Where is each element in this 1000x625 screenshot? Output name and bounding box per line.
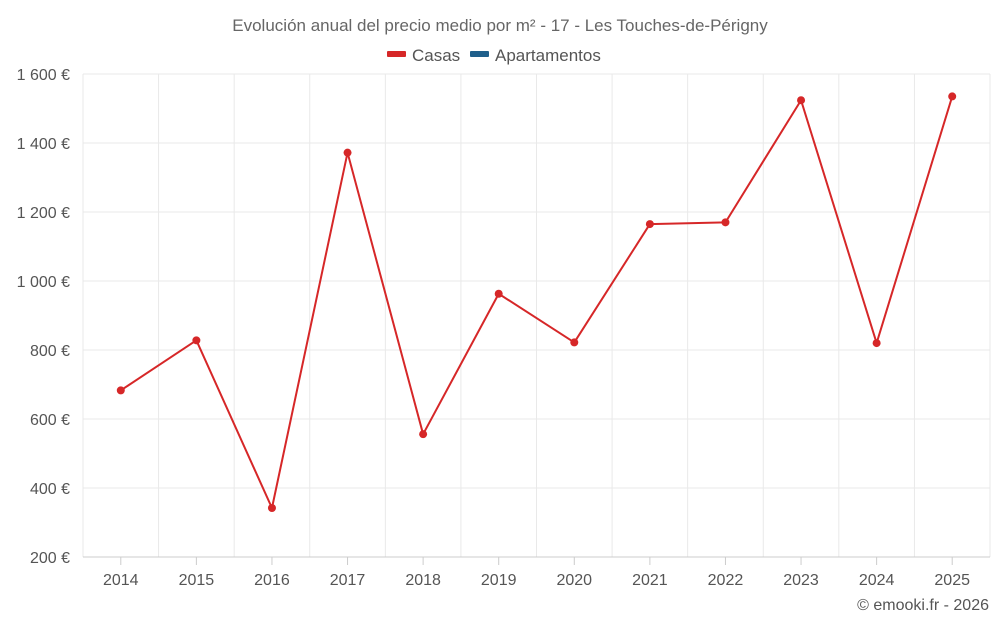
y-tick-label: 400 € (30, 481, 70, 498)
y-tick-label: 1 000 € (17, 274, 70, 291)
y-tick-label: 1 600 € (17, 67, 70, 84)
x-tick-label: 2022 (708, 572, 744, 589)
legend-label-apartamentos: Apartamentos (495, 46, 601, 65)
x-tick-label: 2021 (632, 572, 668, 589)
data-point-casas-2015[interactable] (192, 336, 201, 345)
data-point-casas-2017[interactable] (343, 148, 352, 157)
data-point-casas-2021[interactable] (645, 220, 654, 229)
data-point-casas-2023[interactable] (797, 96, 806, 105)
y-tick-label: 600 € (30, 412, 70, 429)
grid (82, 73, 991, 558)
data-point-casas-2020[interactable] (570, 338, 579, 347)
legend-swatch-casas (387, 51, 406, 57)
x-tick-label: 2014 (103, 572, 139, 589)
data-point-casas-2025[interactable] (948, 92, 957, 101)
x-tick-label: 2020 (556, 572, 592, 589)
x-tick-label: 2023 (783, 572, 819, 589)
legend-item-apartamentos[interactable]: Apartamentos (470, 46, 601, 65)
legend-swatch-apartamentos (470, 51, 489, 57)
series-line-casas (120, 96, 954, 510)
y-axis-ticks: 200 € 400 € 600 € 800 € 1 000 € 1 200 € 1 400 … (17, 67, 70, 567)
y-tick-label: 200 € (30, 550, 70, 567)
x-tick-label: 2024 (859, 572, 895, 589)
x-tick-label: 2016 (254, 572, 290, 589)
data-point-casas-2018[interactable] (419, 430, 428, 439)
series-casas (116, 92, 957, 513)
x-axis-ticks: 2014 2015 2016 2017 2018 2019 2020 2021 2022 2023… (103, 557, 970, 589)
chart-title: Evolución anual del precio medio por m² … (232, 16, 768, 35)
data-point-casas-2014[interactable] (116, 386, 125, 395)
data-point-casas-2022[interactable] (721, 218, 730, 227)
legend: Casas Apartamentos (387, 46, 601, 65)
data-point-casas-2019[interactable] (494, 289, 503, 298)
data-point-casas-2016[interactable] (267, 504, 276, 513)
y-tick-label: 1 200 € (17, 205, 70, 222)
x-tick-label: 2015 (179, 572, 215, 589)
y-tick-label: 800 € (30, 343, 70, 360)
x-tick-label: 2017 (330, 572, 366, 589)
legend-label-casas: Casas (412, 46, 460, 65)
credit-text: © emooki.fr - 2026 (857, 597, 989, 614)
x-tick-label: 2018 (405, 572, 441, 589)
y-tick-label: 1 400 € (17, 136, 70, 153)
data-point-casas-2024[interactable] (872, 339, 881, 348)
x-tick-label: 2019 (481, 572, 517, 589)
x-tick-label: 2025 (934, 572, 970, 589)
legend-item-casas[interactable]: Casas (387, 46, 460, 65)
